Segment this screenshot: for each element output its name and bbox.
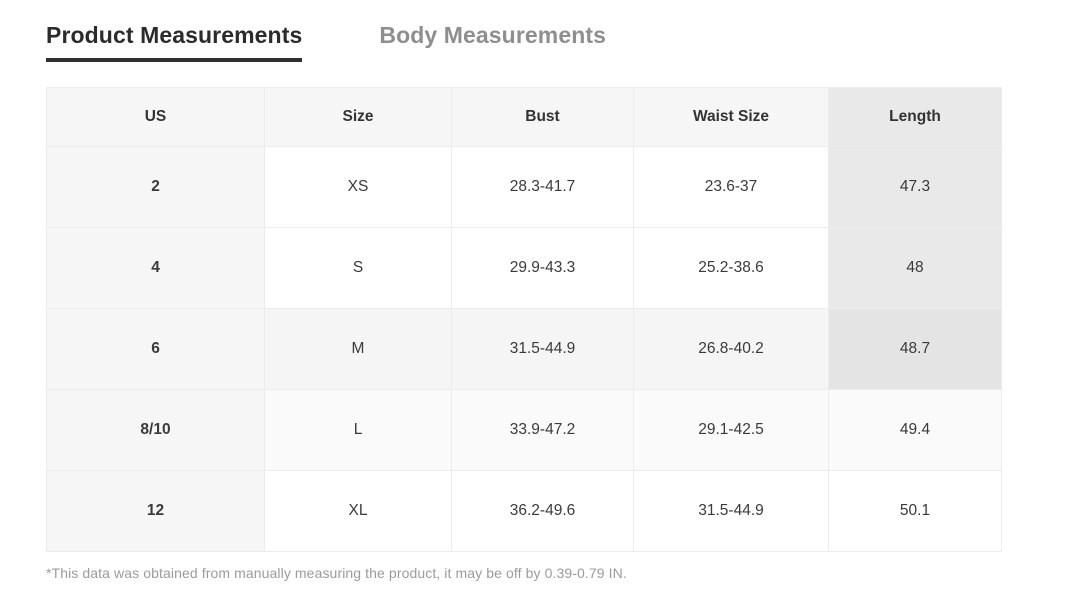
cell-us: 6 (46, 308, 265, 390)
cell-length: 48.7 (828, 308, 1002, 390)
cell-bust: 36.2-49.6 (451, 470, 634, 552)
table-row: 8/10 L 33.9-47.2 29.1-42.5 49.4 (46, 389, 1002, 471)
table-row: 12 XL 36.2-49.6 31.5-44.9 50.1 (46, 470, 1002, 552)
column-header-us: US (46, 87, 265, 147)
cell-bust: 28.3-41.7 (451, 146, 634, 228)
cell-bust: 29.9-43.3 (451, 227, 634, 309)
cell-waist: 23.6-37 (633, 146, 829, 228)
column-header-length: Length (828, 87, 1002, 147)
cell-bust: 33.9-47.2 (451, 389, 634, 471)
cell-length: 48 (828, 227, 1002, 309)
cell-us: 2 (46, 146, 265, 228)
cell-waist: 26.8-40.2 (633, 308, 829, 390)
cell-length: 49.4 (828, 389, 1002, 471)
cell-waist: 29.1-42.5 (633, 389, 829, 471)
tab-product-measurements[interactable]: Product Measurements (46, 20, 303, 62)
cell-bust: 31.5-44.9 (451, 308, 634, 390)
table-row: 6 M 31.5-44.9 26.8-40.2 48.7 (46, 308, 1002, 390)
cell-size: XL (264, 470, 452, 552)
table-row: 4 S 29.9-43.3 25.2-38.6 48 (46, 227, 1002, 309)
cell-size: S (264, 227, 452, 309)
cell-waist: 31.5-44.9 (633, 470, 829, 552)
cell-size: M (264, 308, 452, 390)
cell-us: 12 (46, 470, 265, 552)
size-table-container: US Size Bust Waist Size Length 2 XS 28.3… (46, 87, 1002, 552)
tab-body-measurements-label: Body Measurements (379, 22, 607, 48)
cell-waist: 25.2-38.6 (633, 227, 829, 309)
column-header-bust: Bust (451, 87, 634, 147)
tab-product-measurements-label: Product Measurements (46, 22, 303, 48)
cell-size: XS (264, 146, 452, 228)
table-row: 2 XS 28.3-41.7 23.6-37 47.3 (46, 146, 1002, 228)
measurement-tabs: Product Measurements Body Measurements (46, 20, 606, 62)
table-header-row: US Size Bust Waist Size Length (46, 87, 1002, 147)
cell-length: 47.3 (828, 146, 1002, 228)
cell-us: 8/10 (46, 389, 265, 471)
cell-length: 50.1 (828, 470, 1002, 552)
measurement-footnote: *This data was obtained from manually me… (46, 565, 627, 581)
tab-body-measurements[interactable]: Body Measurements (379, 20, 606, 62)
cell-size: L (264, 389, 452, 471)
column-header-size: Size (264, 87, 452, 147)
size-table: US Size Bust Waist Size Length 2 XS 28.3… (46, 87, 1002, 552)
cell-us: 4 (46, 227, 265, 309)
column-header-waist: Waist Size (633, 87, 829, 147)
